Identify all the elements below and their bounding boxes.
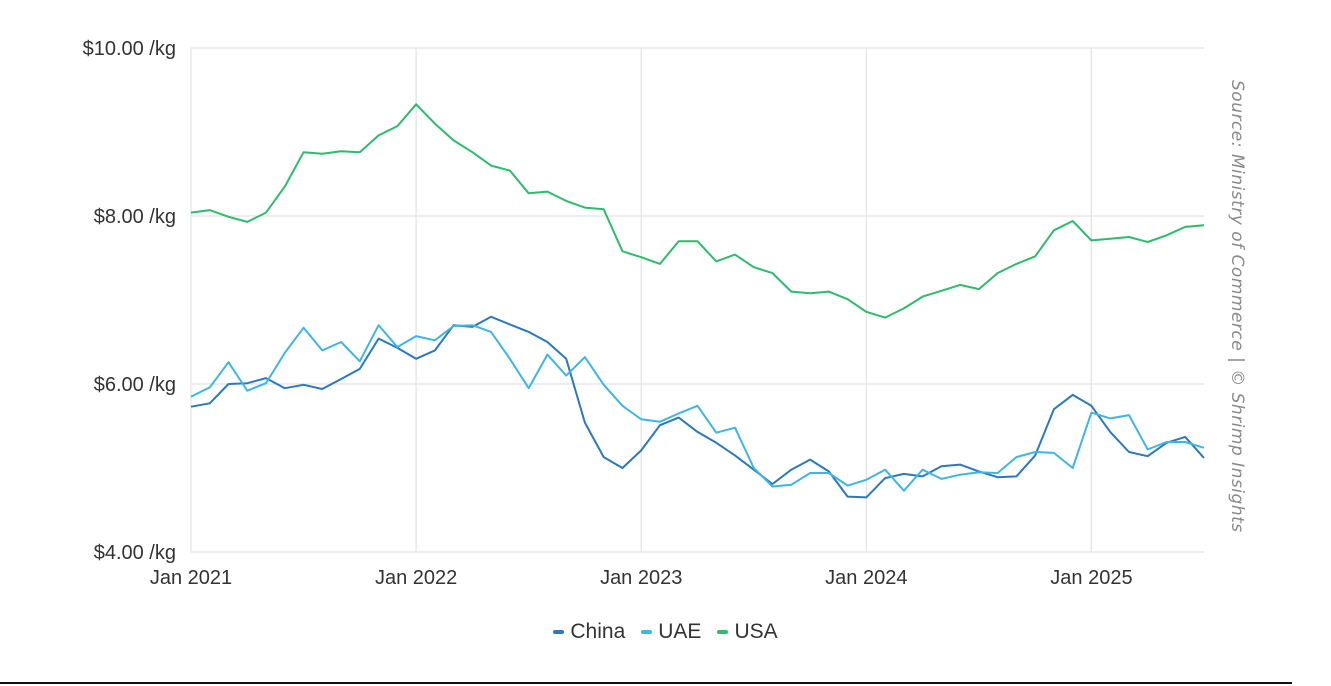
x-axis: Jan 2021 Jan 2022 Jan 2023 Jan 2024 Jan 2025 (150, 567, 1133, 589)
y-tick-label: $4.00 /kg (94, 542, 176, 564)
x-tick-label: Jan 2024 (825, 567, 907, 589)
x-tick-label: Jan 2021 (150, 567, 232, 589)
y-tick-label: $6.00 /kg (94, 374, 176, 396)
series-lines (190, 103, 1205, 499)
y-tick-label: $8.00 /kg (94, 206, 176, 228)
legend: China UAE USA (0, 620, 1331, 644)
series-line-usa (190, 103, 1205, 319)
x-tick-label: Jan 2022 (375, 567, 457, 589)
source-note: Source: Ministry of Commerce | © Shrimp … (1227, 80, 1247, 533)
y-axis: $10.00 /kg $8.00 /kg $6.00 /kg $4.00 /kg (83, 38, 176, 564)
legend-item-usa[interactable]: USA (717, 620, 778, 644)
series-line-uae (190, 324, 1205, 492)
y-tick-label: $10.00 /kg (83, 38, 176, 60)
legend-item-china[interactable]: China (553, 620, 625, 644)
legend-item-uae[interactable]: UAE (641, 620, 701, 644)
legend-label-china: China (570, 620, 626, 643)
x-tick-label: Jan 2025 (1050, 567, 1132, 589)
divider (0, 682, 1292, 684)
legend-swatch-uae (641, 630, 653, 634)
legend-label-uae: UAE (658, 620, 702, 643)
legend-swatch-china (553, 630, 565, 634)
x-tick-label: Jan 2023 (600, 567, 682, 589)
series-line-china (190, 315, 1205, 499)
legend-swatch-usa (717, 630, 729, 634)
grid (190, 47, 1204, 553)
legend-label-usa: USA (734, 620, 778, 643)
